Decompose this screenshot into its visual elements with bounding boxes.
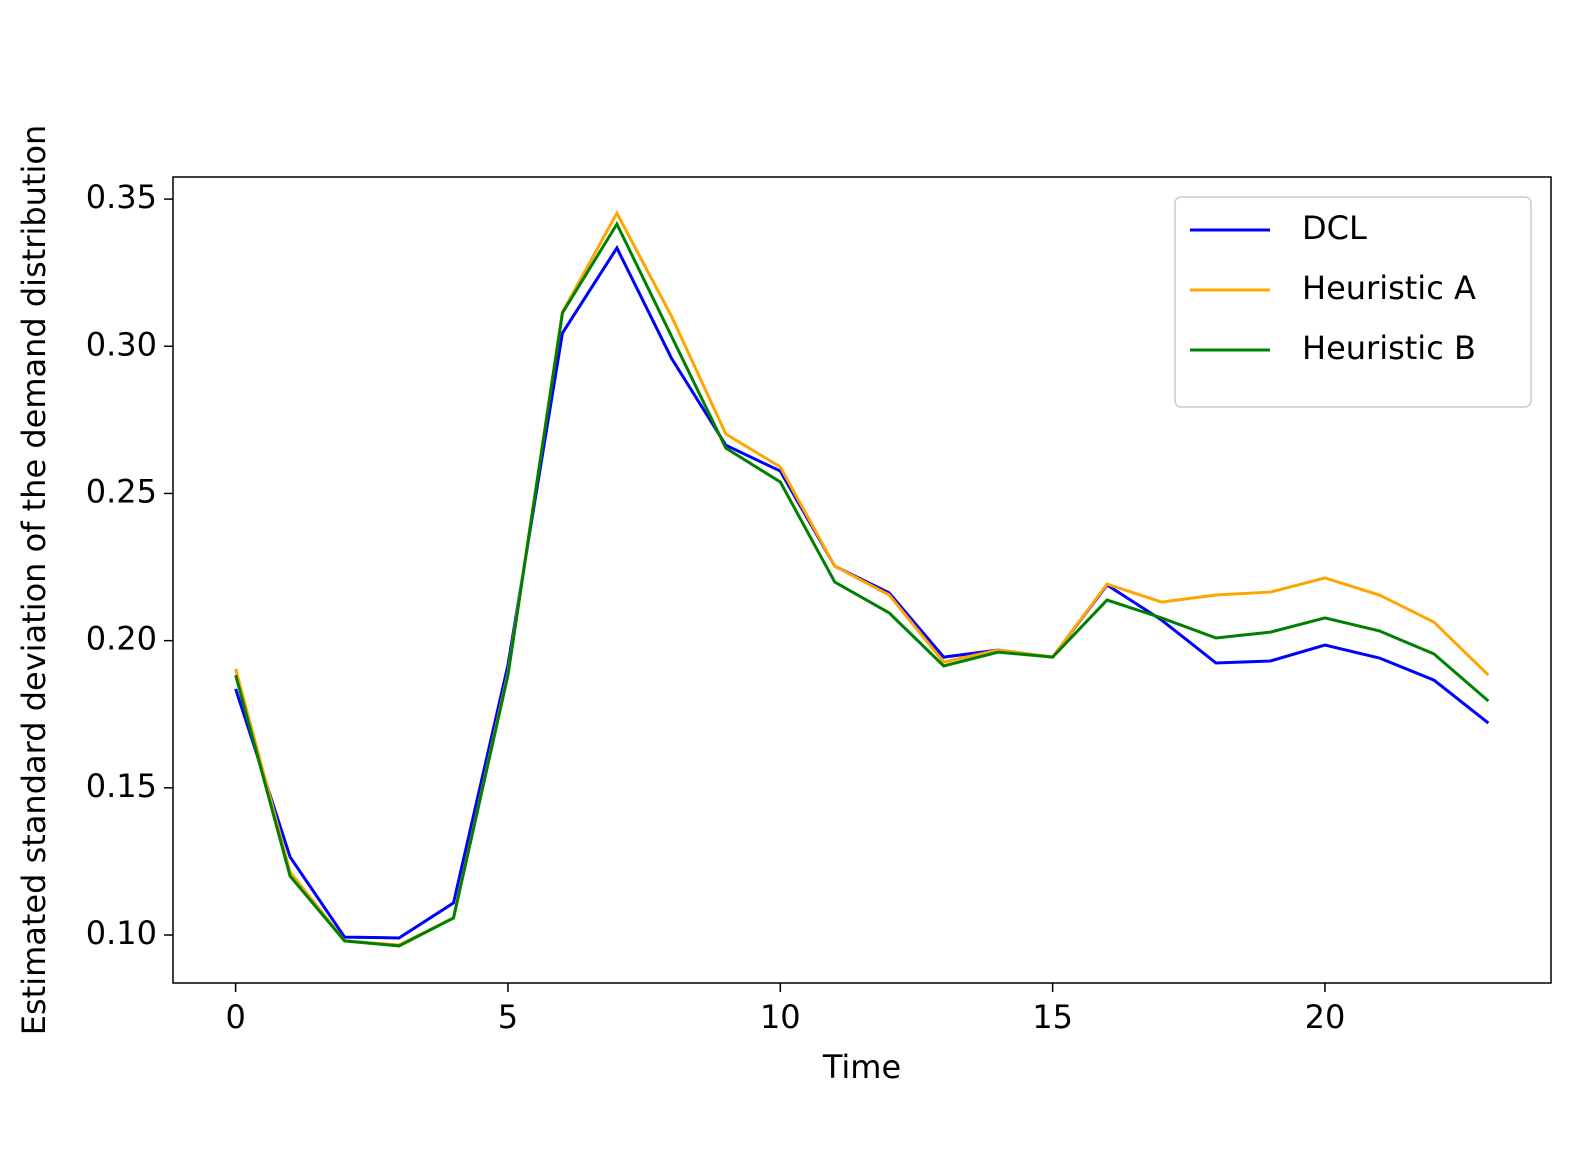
legend-label: Heuristic B	[1302, 329, 1476, 367]
plot-frame	[172, 176, 1552, 984]
x-tick-label: 10	[760, 998, 801, 1036]
y-tick-label: 0.25	[86, 472, 157, 510]
x-axis-label: Time	[822, 1048, 901, 1086]
y-tick-label: 0.30	[86, 325, 157, 363]
y-tick-label: 0.15	[86, 767, 157, 805]
series-line	[234, 220, 1490, 948]
x-tick-label: 0	[225, 998, 245, 1036]
x-tick-label: 20	[1305, 998, 1346, 1036]
x-tick-label: 5	[498, 998, 518, 1036]
x-tick-label: 15	[1032, 998, 1073, 1036]
legend-label: DCL	[1302, 209, 1367, 247]
legend-box	[1174, 196, 1532, 408]
y-tick-label: 0.20	[86, 620, 157, 658]
y-tick-label: 0.35	[86, 178, 157, 216]
legend-label: Heuristic A	[1302, 269, 1476, 307]
y-axis-label: Estimated standard deviation of the dema…	[15, 125, 53, 1035]
y-tick-label: 0.10	[86, 914, 157, 952]
